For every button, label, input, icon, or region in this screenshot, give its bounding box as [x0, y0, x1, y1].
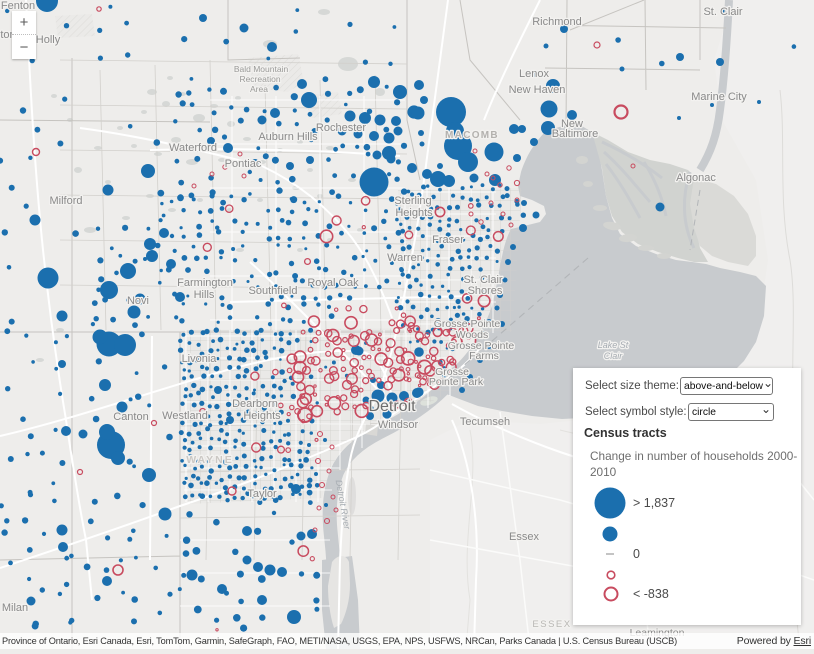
svg-text:Fraser: Fraser [432, 234, 464, 246]
svg-text:Novi: Novi [127, 295, 149, 307]
svg-text:WAYNE: WAYNE [186, 454, 234, 466]
svg-text:Algonac: Algonac [676, 172, 716, 184]
svg-text:> 1,837: > 1,837 [633, 496, 675, 510]
svg-text:Richmond: Richmond [532, 16, 582, 28]
svg-text:Windsor: Windsor [378, 419, 419, 431]
svg-text:Southfield: Southfield [249, 285, 298, 297]
svg-text:Tecumseh: Tecumseh [460, 416, 510, 428]
svg-text:Baltimore: Baltimore [552, 128, 598, 140]
svg-text:Bald Mountain: Bald Mountain [234, 64, 289, 74]
svg-text:< -838: < -838 [633, 587, 669, 601]
svg-text:Detroit: Detroit [368, 398, 416, 415]
svg-text:Taylor: Taylor [247, 488, 277, 500]
svg-text:Grosse Pointe: Grosse Pointe [434, 318, 501, 330]
svg-text:Pointe Park: Pointe Park [429, 376, 484, 388]
svg-text:Lake St: Lake St [598, 340, 629, 350]
svg-text:Grosse: Grosse [435, 366, 469, 378]
svg-text:Shores: Shores [468, 285, 503, 297]
svg-text:St. Clair: St. Clair [703, 6, 742, 18]
svg-text:Rochester: Rochester [316, 122, 366, 134]
svg-text:Milan: Milan [2, 602, 28, 614]
svg-text:Hills: Hills [194, 289, 215, 301]
svg-text:Woods: Woods [456, 329, 489, 341]
svg-text:Fenton: Fenton [1, 0, 35, 12]
svg-text:Marine City: Marine City [691, 91, 747, 103]
svg-text:Westland: Westland [162, 410, 208, 422]
svg-text:Heights: Heights [395, 207, 433, 219]
svg-text:New Haven: New Haven [509, 84, 566, 96]
svg-text:Warren: Warren [387, 252, 423, 264]
svg-text:ESSEX: ESSEX [532, 619, 571, 630]
svg-text:St. Clair: St. Clair [463, 274, 502, 286]
svg-text:Holly: Holly [36, 34, 61, 46]
svg-text:Waterford: Waterford [169, 142, 217, 154]
svg-text:New: New [561, 118, 583, 130]
svg-text:Milford: Milford [49, 195, 82, 207]
svg-text:Lenox: Lenox [519, 68, 549, 80]
svg-text:Clair: Clair [604, 351, 624, 361]
svg-text:Pontiac: Pontiac [225, 158, 262, 170]
svg-text:Grosse Pointe: Grosse Pointe [448, 340, 515, 352]
svg-text:Sterling: Sterling [394, 195, 431, 207]
svg-text:Farmington: Farmington [177, 277, 233, 289]
svg-text:Canton: Canton [113, 411, 148, 423]
svg-text:Farms: Farms [469, 350, 499, 362]
svg-text:Livonia: Livonia [182, 353, 218, 365]
svg-text:Auburn Hills: Auburn Hills [258, 131, 318, 143]
svg-text:MACOMB: MACOMB [445, 130, 499, 141]
svg-text:Essex: Essex [509, 531, 539, 543]
svg-text:Dearborn: Dearborn [232, 398, 278, 410]
svg-text:Recreation: Recreation [239, 74, 280, 84]
svg-text:Heights: Heights [243, 410, 281, 422]
svg-text:Area: Area [250, 84, 268, 94]
svg-text:Royal Oak: Royal Oak [307, 277, 359, 289]
svg-text:0: 0 [633, 547, 640, 561]
